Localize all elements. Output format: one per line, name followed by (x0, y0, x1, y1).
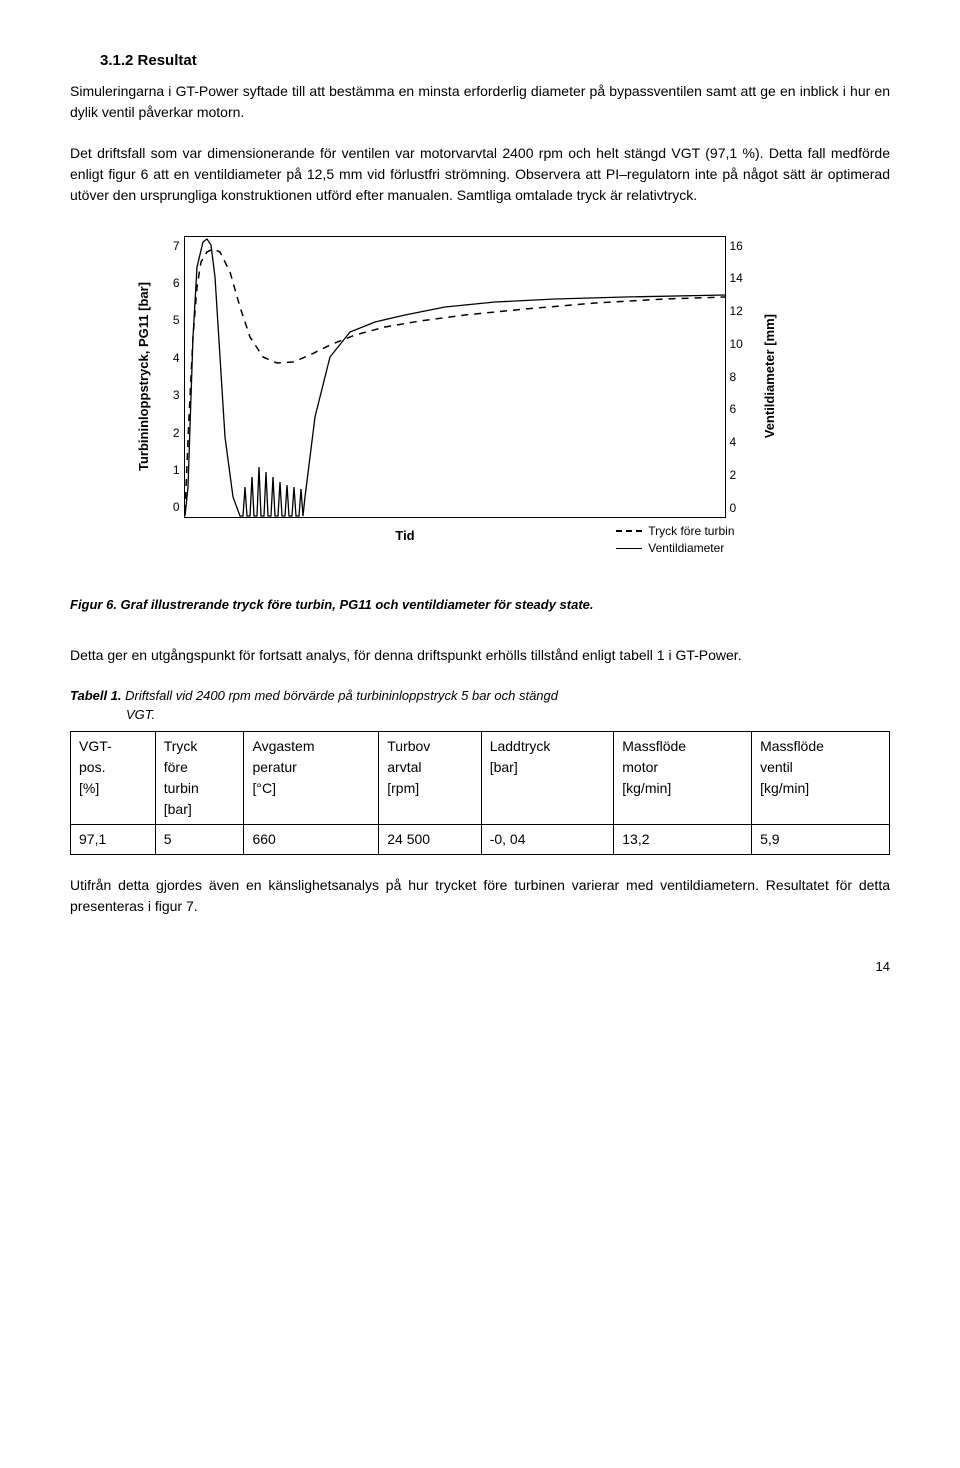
series-ventildiameter (185, 239, 725, 516)
figure-6-caption: Figur 6. Graf illustrerande tryck före t… (70, 595, 890, 615)
table-cell: 5 (155, 824, 244, 854)
paragraph-2: Det driftsfall som var dimensionerande f… (70, 143, 890, 206)
y-axis-label-right: Ventildiameter [mm] (756, 314, 784, 438)
table-header-row: VGT-pos.[%]Tryckföreturbin[bar]Avgastemp… (71, 731, 890, 824)
table-header-cell: Laddtryck[bar] (481, 731, 614, 824)
table-1: VGT-pos.[%]Tryckföreturbin[bar]Avgastemp… (70, 731, 890, 855)
page-number: 14 (70, 957, 890, 977)
figure-6-chart: Turbininloppstryck, PG11 [bar] 76543210 … (130, 236, 830, 546)
paragraph-4: Utifrån detta gjordes även en känslighet… (70, 875, 890, 917)
ytick-left: 6 (162, 274, 180, 292)
table-cell: 5,9 (752, 824, 890, 854)
table-1-caption: Tabell 1. Driftsfall vid 2400 rpm med bö… (70, 686, 890, 725)
table-row: 97,1566024 500-0, 0413,25,9 (71, 824, 890, 854)
x-axis-label: Tid (395, 526, 414, 546)
y-ticks-right: 16 14 12 10 8 6 4 2 0 (726, 237, 756, 517)
y-ticks-left: 7 6 5 4 3 2 1 0 (158, 237, 184, 517)
table-header-cell: Avgastemperatur[°C] (244, 731, 379, 824)
ytick-left: 0 (162, 498, 180, 516)
ytick-right: 16 (730, 237, 752, 255)
legend-label-1: Tryck före turbin (648, 523, 734, 540)
section-heading: 3.1.2 Resultat (100, 50, 890, 73)
legend-dash-icon (616, 530, 642, 532)
table-cell: -0, 04 (481, 824, 614, 854)
figure-caption-text: Figur 6. Graf illustrerande tryck före t… (70, 597, 594, 612)
table-caption-bold: Tabell 1. (70, 688, 122, 703)
ytick-left: 3 (162, 386, 180, 404)
table-cell: 97,1 (71, 824, 156, 854)
table-cell: 13,2 (614, 824, 752, 854)
ytick-right: 6 (730, 400, 752, 418)
chart-plot-area: Tryck före turbin Ventildiameter (184, 236, 726, 518)
table-caption-rest: Driftsfall vid 2400 rpm med börvärde på … (122, 688, 558, 703)
ytick-left: 2 (162, 424, 180, 442)
ytick-right: 8 (730, 368, 752, 386)
legend-item-2: Ventildiameter (616, 540, 734, 557)
ytick-right: 2 (730, 466, 752, 484)
chart-svg (185, 237, 725, 517)
ytick-right: 10 (730, 335, 752, 353)
paragraph-3: Detta ger en utgångspunkt för fortsatt a… (70, 645, 890, 666)
ytick-right: 14 (730, 269, 752, 287)
paragraph-1: Simuleringarna i GT-Power syftade till a… (70, 81, 890, 123)
ytick-right: 12 (730, 302, 752, 320)
ytick-left: 7 (162, 237, 180, 255)
table-caption-line2: VGT. (126, 705, 890, 725)
table-header-cell: Massflödeventil[kg/min] (752, 731, 890, 824)
table-header-cell: VGT-pos.[%] (71, 731, 156, 824)
ytick-right: 4 (730, 433, 752, 451)
table-header-cell: Turbovarvtal[rpm] (379, 731, 481, 824)
legend-label-2: Ventildiameter (648, 540, 724, 557)
table-header-cell: Massflödemotor[kg/min] (614, 731, 752, 824)
table-header-cell: Tryckföreturbin[bar] (155, 731, 244, 824)
legend-item-1: Tryck före turbin (616, 523, 734, 540)
legend-solid-icon (616, 548, 642, 549)
ytick-left: 1 (162, 461, 180, 479)
ytick-left: 5 (162, 311, 180, 329)
table-cell: 660 (244, 824, 379, 854)
table-cell: 24 500 (379, 824, 481, 854)
ytick-left: 4 (162, 349, 180, 367)
ytick-right: 0 (730, 499, 752, 517)
chart-legend: Tryck före turbin Ventildiameter (616, 523, 734, 557)
y-axis-label-left: Turbininloppstryck, PG11 [bar] (130, 282, 158, 471)
